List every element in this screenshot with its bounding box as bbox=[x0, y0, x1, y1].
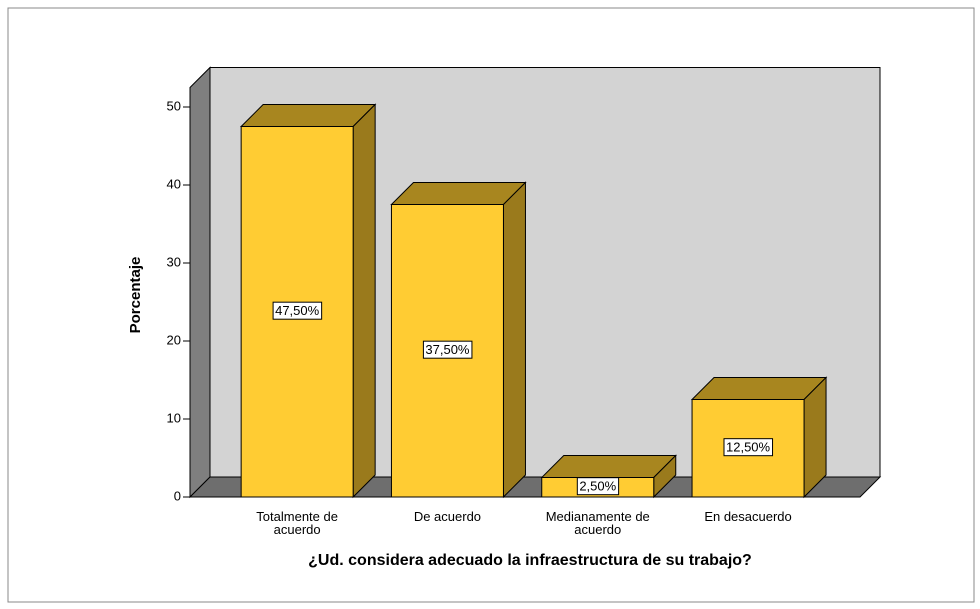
side-wall bbox=[189, 66, 211, 499]
value-label: 12,50% bbox=[726, 440, 771, 455]
x-axis-label: ¿Ud. considera adecuado la infraestructu… bbox=[308, 552, 752, 569]
value-label: 2,50% bbox=[579, 479, 616, 494]
value-label-box bbox=[723, 438, 774, 457]
bar-top bbox=[390, 182, 527, 205]
y-tick-label: 10 bbox=[167, 410, 181, 425]
bar-side bbox=[502, 181, 526, 499]
bar bbox=[690, 376, 828, 499]
x-tick-label: En desacuerdo bbox=[704, 509, 792, 524]
x-tick-label: Medianamente de acuerdo bbox=[545, 509, 650, 537]
y-tick-label: 30 bbox=[167, 254, 181, 269]
bar bbox=[239, 103, 377, 499]
value-label: 47,50% bbox=[275, 303, 320, 318]
value-label-box bbox=[422, 340, 473, 359]
x-tick-label: Totalmente de acuerdo bbox=[256, 509, 338, 537]
value-label-box bbox=[576, 477, 620, 496]
y-tick-label: 50 bbox=[167, 98, 181, 113]
y-tick-label: 40 bbox=[167, 176, 181, 191]
bar-top bbox=[690, 377, 828, 400]
value-label: 37,50% bbox=[425, 342, 470, 357]
x-tick-label: De acuerdo bbox=[413, 509, 482, 524]
bar bbox=[390, 181, 527, 499]
bar-top bbox=[239, 104, 377, 127]
y-tick-label: 20 bbox=[167, 332, 181, 347]
bar-side bbox=[352, 103, 376, 499]
value-label-box bbox=[272, 301, 323, 320]
y-tick-label: 0 bbox=[174, 488, 181, 503]
y-axis-label: Porcentaje bbox=[127, 257, 144, 334]
bar-top bbox=[540, 455, 677, 478]
